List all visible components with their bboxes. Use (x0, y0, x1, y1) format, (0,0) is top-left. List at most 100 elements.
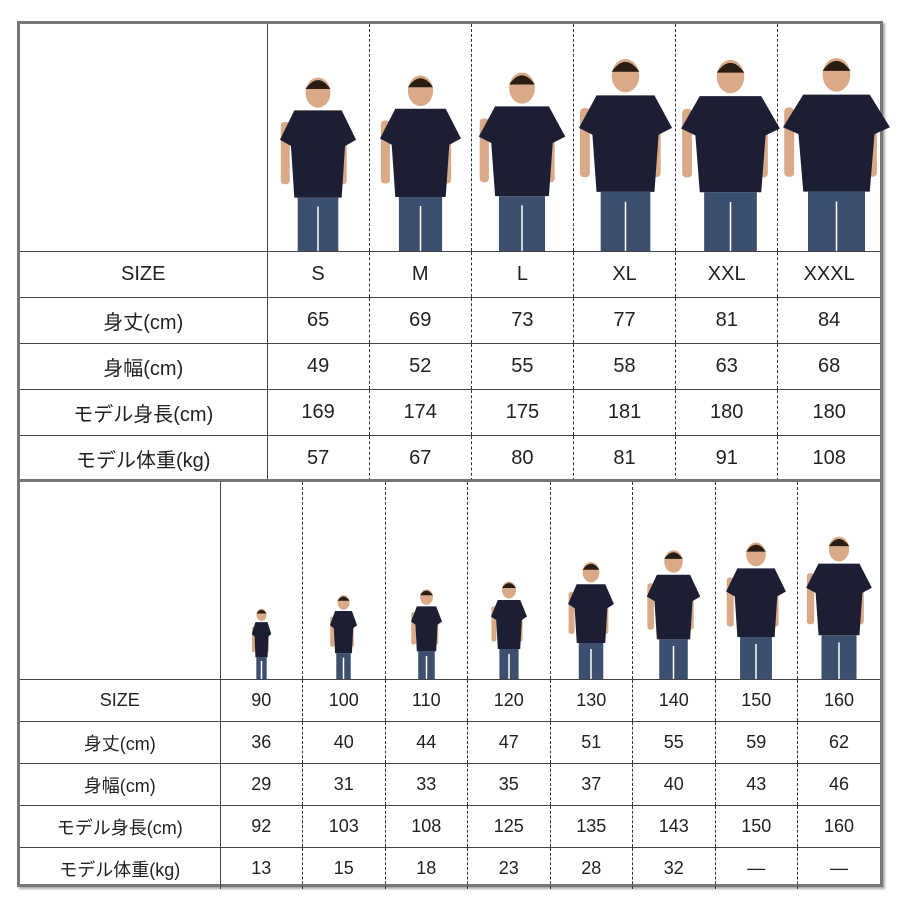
size-chart: SIZE S M L XL XXL XXXL 身丈(cm) 65 69 73 77 81 84 身幅(cm)… (17, 21, 891, 889)
table-row: 身丈(cm) 65 69 73 77 81 84 (20, 297, 880, 344)
value-cell: 51 (549, 721, 633, 764)
row-label: 身幅(cm) (20, 343, 268, 390)
table-row: モデル身長(cm) 169 174 175 181 180 180 (20, 389, 880, 436)
model-cell (384, 480, 468, 680)
value-cell: 81 (572, 435, 676, 481)
value-cell: 160 (797, 805, 880, 848)
value-cell: 180 (777, 389, 880, 436)
row-label: 身丈(cm) (20, 721, 221, 764)
table-row: モデル身長(cm) 92 103 108 125 135 143 150 160 (20, 805, 880, 848)
value-cell: XL (572, 251, 676, 298)
adult-size-table: SIZE S M L XL XXL XXXL 身丈(cm) 65 69 73 77 81 84 身幅(cm)… (20, 24, 891, 481)
model-photo (410, 589, 442, 679)
model-photo (681, 59, 781, 251)
value-cell: 44 (384, 721, 468, 764)
value-cell: S (267, 251, 370, 298)
model-cell (549, 480, 633, 680)
model-cell (632, 480, 715, 680)
model-photo (578, 58, 673, 251)
value-cell: 92 (220, 805, 303, 848)
model-cell (470, 24, 574, 252)
value-cell: 18 (384, 847, 468, 889)
value-cell: 55 (632, 721, 715, 764)
model-cell (797, 480, 880, 680)
row-label: モデル体重(kg) (20, 435, 268, 481)
value-cell: 77 (572, 297, 676, 344)
value-cell: 160 (797, 679, 880, 722)
row-label: SIZE (20, 679, 221, 722)
model-cell (675, 24, 781, 252)
model-photo (783, 57, 891, 251)
value-cell: 43 (714, 763, 798, 806)
value-cell: 73 (470, 297, 574, 344)
row-label: モデル身長(cm) (20, 389, 268, 436)
value-cell: 28 (549, 847, 633, 889)
value-cell: 57 (267, 435, 370, 481)
value-cell: 108 (777, 435, 880, 481)
model-cell (572, 24, 676, 252)
table-row: 身幅(cm) 49 52 55 58 63 68 (20, 343, 880, 390)
value-cell: XXL (675, 251, 778, 298)
value-cell: 100 (302, 679, 385, 722)
model-cell (714, 480, 798, 680)
table-row: モデル体重(kg) 57 67 80 81 91 108 (20, 435, 880, 481)
value-cell: 174 (368, 389, 472, 436)
row-label: 身丈(cm) (20, 297, 268, 344)
value-cell: 175 (470, 389, 574, 436)
value-cell: 62 (797, 721, 880, 764)
value-cell: 55 (470, 343, 574, 390)
table-row: モデル体重(kg) 13 15 18 23 28 32— — (20, 847, 880, 889)
value-cell: 91 (675, 435, 778, 481)
value-cell: 130 (549, 679, 633, 722)
value-cell: 29 (220, 763, 303, 806)
value-cell: 37 (549, 763, 633, 806)
value-cell: — (714, 847, 798, 889)
value-cell: 13 (220, 847, 303, 889)
model-photo (379, 75, 461, 251)
value-cell: 180 (675, 389, 778, 436)
model-cell (302, 480, 385, 680)
model-photo (647, 550, 701, 679)
value-cell: 35 (467, 763, 550, 806)
model-cell (368, 24, 472, 252)
model-photo (806, 536, 872, 679)
value-cell: 46 (797, 763, 880, 806)
value-cell: 125 (467, 805, 550, 848)
table-row: SIZE S M L XL XXL XXXL (20, 251, 880, 298)
value-cell: 143 (632, 805, 715, 848)
value-cell: L (470, 251, 574, 298)
value-cell: 31 (302, 763, 385, 806)
model-cell (777, 24, 891, 252)
value-cell: 68 (777, 343, 880, 390)
value-cell: 120 (467, 679, 550, 722)
model-photo (280, 77, 357, 251)
value-cell: 58 (572, 343, 676, 390)
table-row: 身丈(cm) 36 40 44 47 51 55 59 62 (20, 721, 880, 764)
model-photo (568, 562, 615, 679)
value-cell: 110 (384, 679, 468, 722)
value-cell: XXXL (777, 251, 880, 298)
model-photo (490, 581, 527, 679)
value-cell: 67 (368, 435, 472, 481)
value-cell: 150 (714, 805, 798, 848)
value-cell: 52 (368, 343, 472, 390)
value-cell: 15 (302, 847, 385, 889)
value-cell: 65 (267, 297, 370, 344)
value-cell: 32 (632, 847, 715, 889)
value-cell: 103 (302, 805, 385, 848)
table-row: SIZE 90 100 110 120 130 140 150 160 (20, 679, 880, 722)
value-cell: 90 (220, 679, 303, 722)
value-cell: 49 (267, 343, 370, 390)
empty-cell (20, 24, 268, 252)
value-cell: 40 (632, 763, 715, 806)
value-cell: 69 (368, 297, 472, 344)
value-cell: 80 (470, 435, 574, 481)
value-cell: M (368, 251, 472, 298)
value-cell: 47 (467, 721, 550, 764)
photo-row (20, 24, 891, 252)
empty-cell (20, 480, 221, 680)
row-label: 身幅(cm) (20, 763, 221, 806)
value-cell: 135 (549, 805, 633, 848)
value-cell: 81 (675, 297, 778, 344)
photo-row (20, 480, 880, 680)
